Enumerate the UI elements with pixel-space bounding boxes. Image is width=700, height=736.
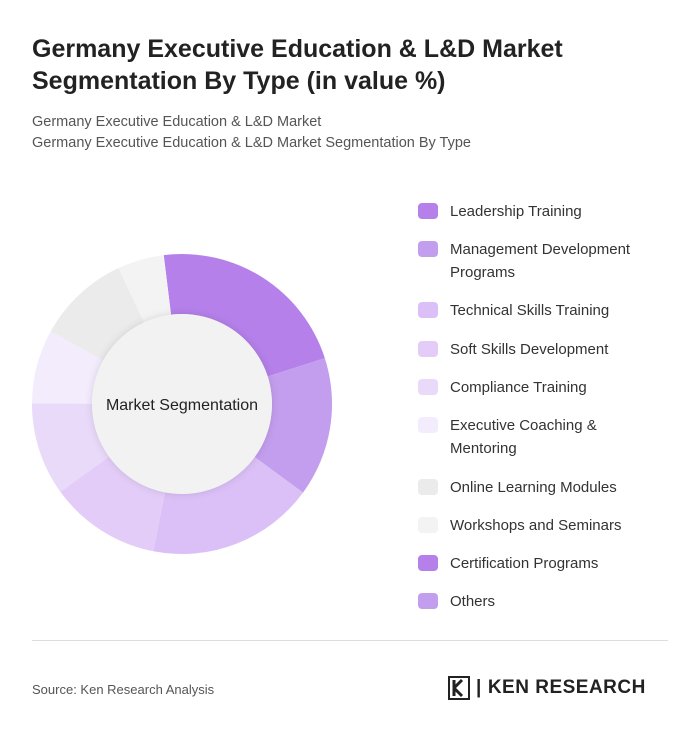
legend-item: Compliance Training	[418, 376, 650, 399]
slice-5	[32, 331, 104, 404]
legend-swatch	[418, 417, 438, 433]
legend-swatch	[418, 517, 438, 533]
chart-title: Germany Executive Education & L&D Market…	[32, 35, 563, 95]
donut-center	[92, 314, 272, 494]
slice-3	[60, 456, 165, 552]
slice-7	[118, 255, 172, 323]
legend-item: Workshops and Seminars	[418, 514, 650, 537]
legend-label: Certification Programs	[450, 555, 599, 572]
legend-label: Compliance Training	[450, 379, 587, 396]
legend-label: Online Learning Modules	[450, 479, 617, 496]
legend-swatch	[418, 555, 438, 571]
legend-label: Soft Skills Development	[450, 341, 609, 358]
legend-item: Executive Coaching & Mentoring	[418, 414, 650, 460]
legend-label: Others	[450, 593, 496, 610]
legend-item: Technical Skills Training	[418, 299, 650, 322]
legend-item: Leadership Training	[418, 200, 650, 223]
legend-item: Soft Skills Development	[418, 338, 650, 361]
slice-1	[254, 358, 332, 493]
subtitle-1: Germany Executive Education & L&D Market	[32, 114, 322, 130]
legend-label: Management Development Programs	[450, 241, 631, 281]
legend-label: Technical Skills Training	[450, 302, 610, 319]
legend-item: Management Development Programs	[418, 238, 650, 284]
slice-2	[153, 457, 304, 554]
slice-0	[163, 254, 325, 377]
donut-chart: Market Segmentation	[32, 254, 332, 554]
legend-swatch	[418, 379, 438, 395]
center-label: Market Segmentation	[106, 397, 258, 414]
divider	[32, 640, 668, 641]
legend-label: Workshops and Seminars	[450, 517, 622, 534]
logo-text: KEN RESEARCH	[487, 677, 646, 698]
legend-swatch	[418, 479, 438, 495]
slice-4	[32, 403, 110, 492]
slice-6	[50, 268, 144, 361]
logo-icon	[448, 676, 470, 700]
legend-swatch	[418, 593, 438, 609]
legend-swatch	[418, 302, 438, 318]
legend-swatch	[418, 203, 438, 219]
ken-research-logo: | KEN RESEARCH	[448, 676, 646, 700]
legend-item: Certification Programs	[418, 552, 650, 575]
legend-swatch	[418, 241, 438, 257]
legend-label: Executive Coaching & Mentoring	[450, 417, 597, 457]
legend-item: Online Learning Modules	[418, 476, 650, 499]
legend-swatch	[418, 341, 438, 357]
source-note: Source: Ken Research Analysis	[32, 682, 215, 697]
legend-item: Others	[418, 590, 650, 613]
subtitle-2: Germany Executive Education & L&D Market…	[32, 135, 471, 151]
legend-label: Leadership Training	[450, 203, 582, 220]
